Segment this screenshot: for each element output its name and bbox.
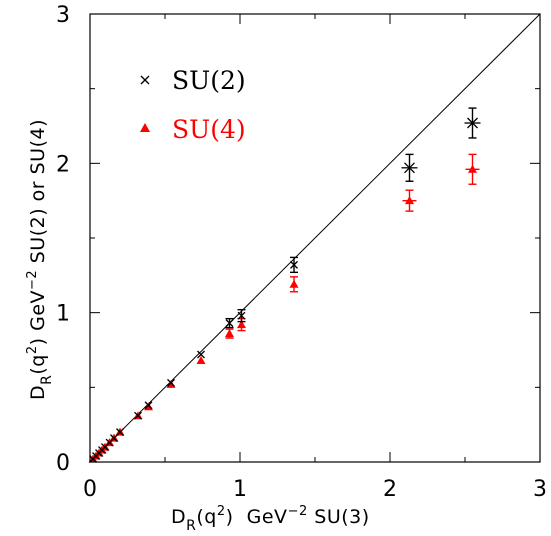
data-point-su4	[225, 328, 234, 339]
x-tick-label: 1	[233, 477, 247, 502]
marker-su2	[290, 260, 298, 269]
y-tick-label: 3	[56, 3, 70, 28]
axis-ticks: 00 1 1 2 2 3 3	[56, 3, 547, 502]
data-point-su4	[402, 189, 417, 212]
legend-marker-su4	[140, 123, 150, 132]
marker-su2	[134, 411, 142, 420]
data-point-su2	[401, 153, 418, 182]
y-tick-label: 0	[56, 451, 70, 476]
legend-marker-su2	[140, 75, 150, 85]
data-point-su4	[289, 276, 299, 293]
data-point-su2	[197, 350, 205, 359]
data-point-su2	[167, 378, 175, 387]
x-tick-label: 0	[83, 477, 97, 502]
marker-su2	[225, 319, 234, 328]
data-point-su2	[134, 411, 142, 420]
y-axis-label: DR(q2) GeV−2 SU(2) or SU(4)	[25, 119, 55, 400]
x-tick-label: 3	[533, 477, 547, 502]
diagonal-reference-line	[89, 13, 541, 463]
marker-su4	[225, 329, 234, 338]
marker-su2	[144, 401, 153, 410]
x-axis-label: DR(q2) GeV−2 SU(3)	[171, 504, 370, 534]
data-points	[88, 107, 481, 463]
marker-su2	[110, 434, 118, 443]
data-point-su2	[144, 401, 153, 410]
legend-label-su2: SU(2)	[172, 66, 246, 95]
marker-su2	[116, 428, 124, 437]
y-tick-label: 1	[56, 302, 70, 327]
marker-su2	[197, 350, 205, 359]
marker-su2	[237, 311, 246, 320]
data-point-su4	[465, 153, 480, 185]
marker-su2	[167, 378, 175, 387]
legend: SU(2) SU(4)	[140, 66, 246, 144]
x-tick-label: 2	[383, 477, 397, 502]
reference-line-group	[89, 13, 541, 463]
y-tick-label: 2	[56, 152, 70, 177]
data-point-su2	[464, 107, 481, 139]
data-point-su2	[110, 434, 118, 443]
data-point-su2	[225, 317, 234, 329]
data-point-su2	[290, 256, 298, 274]
marker-su4	[289, 279, 299, 288]
data-point-su2	[116, 428, 124, 437]
marker-su4	[196, 355, 206, 364]
data-point-su4	[196, 355, 206, 364]
data-point-su2	[237, 308, 246, 323]
marker-su4	[237, 320, 246, 329]
legend-label-su4: SU(4)	[172, 115, 246, 144]
